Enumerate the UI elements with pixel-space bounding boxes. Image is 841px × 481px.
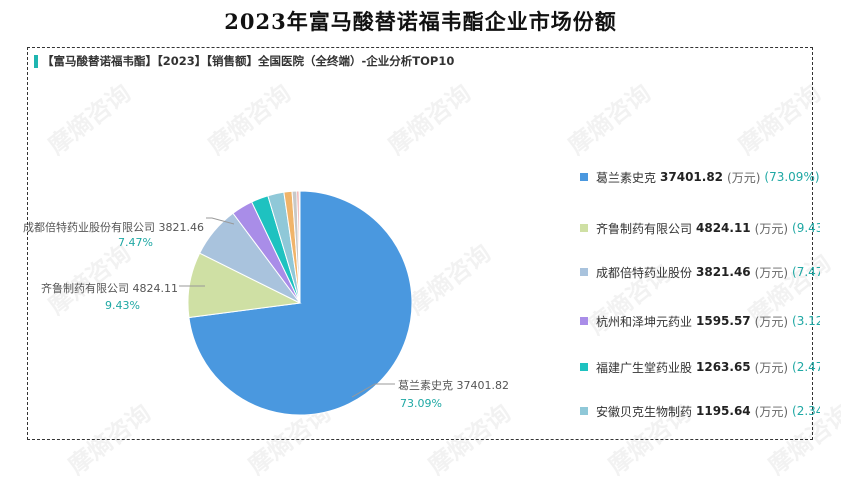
legend-name: 安徽贝克生物制药有限公司: [596, 404, 692, 419]
legend-name: 福建广生堂药业股份有限公司: [596, 360, 692, 375]
legend-item: 安徽贝克生物制药有限公司 1195.64(万元)(2.34%): [580, 402, 820, 420]
pie-slice: [298, 190, 301, 304]
legend-value: 1595.57: [696, 314, 751, 328]
legend-percent: (7.47%): [792, 265, 820, 279]
panel-accent-bar: [34, 55, 38, 68]
pie-chart: 成都倍特药业股份有限公司 3821.46 7.47% 齐鲁制药有限公司 4824.1…: [23, 190, 509, 416]
legend-unit: (万元): [754, 314, 789, 329]
legend-value: 37401.82: [660, 170, 724, 184]
slice-label: 齐鲁制药有限公司 4824.11: [41, 281, 178, 295]
legend-value: 1195.64: [696, 404, 751, 418]
legend-percent: (9.43%): [792, 221, 820, 235]
legend-name: 杭州和泽坤元药业有限公司: [596, 314, 692, 329]
legend-swatch: [580, 268, 588, 276]
legend-swatch: [580, 224, 588, 232]
panel-header: 【富马酸替诺福韦酯】【2023】【销售额】全国医院（全终端）-企业分析TOP10: [42, 54, 455, 68]
legend-swatch: [580, 363, 588, 371]
legend-value: 3821.46: [696, 265, 751, 279]
legend-percent: (2.47%): [792, 360, 820, 374]
slice-label: 葛兰素史克 37401.82: [398, 379, 509, 392]
legend-percent: (73.09%): [764, 170, 820, 184]
legend-item: 成都倍特药业股份有限公司 3821.46(万元)(7.47%): [580, 263, 820, 281]
legend-unit: (万元): [754, 265, 789, 280]
slice-label: 成都倍特药业股份有限公司 3821.46: [23, 220, 204, 234]
page-title: 2023年富马酸替诺福韦酯企业市场份额: [224, 9, 617, 34]
legend-unit: (万元): [727, 170, 761, 185]
legend-swatch: [580, 173, 588, 181]
legend-name: 齐鲁制药有限公司: [596, 221, 692, 236]
legend-value: 1263.65: [696, 360, 751, 374]
slice-percent-label: 73.09%: [400, 397, 442, 410]
legend-percent: (2.34%): [792, 404, 820, 418]
chart-panel: [27, 47, 813, 440]
slice-percent-label: 7.47%: [118, 236, 153, 249]
legend-item: 杭州和泽坤元药业有限公司 1595.57(万元)(3.12%): [580, 312, 820, 330]
slice-percent-label: 9.43%: [105, 299, 140, 312]
callout-line: [206, 217, 235, 225]
legend-swatch: [580, 317, 588, 325]
legend-unit: (万元): [754, 221, 789, 236]
legend-unit: (万元): [754, 404, 789, 419]
legend-percent: (3.12%): [792, 314, 820, 328]
callout-line: [351, 383, 395, 398]
legend-item: 福建广生堂药业股份有限公司 1263.65(万元)(2.47%): [580, 358, 820, 376]
legend-value: 4824.11: [696, 221, 751, 235]
legend-unit: (万元): [754, 360, 789, 375]
legend-name: 成都倍特药业股份有限公司: [596, 265, 692, 280]
legend-item: 葛兰素史克 37401.82 (万元) (73.09%): [580, 168, 820, 186]
legend-name: 葛兰素史克: [596, 170, 657, 185]
legend-swatch: [580, 407, 588, 415]
legend-item: 齐鲁制药有限公司 4824.11(万元)(9.43%): [580, 219, 820, 237]
